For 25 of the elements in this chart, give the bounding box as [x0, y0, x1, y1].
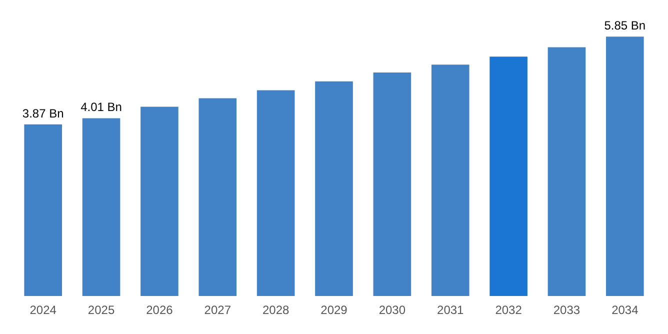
x-tick-label: 2032 — [495, 303, 522, 317]
x-tick-label: 2025 — [88, 303, 115, 317]
bar — [373, 72, 412, 296]
bar — [548, 47, 586, 296]
x-tick-label: 2028 — [262, 303, 290, 317]
x-tick-label: 2034 — [612, 303, 639, 317]
x-tick-label: 2030 — [378, 303, 406, 317]
x-tick-label: 2031 — [437, 303, 464, 317]
x-tick-label: 2029 — [320, 303, 348, 317]
bar — [82, 118, 120, 296]
x-tick-label: 2026 — [146, 303, 174, 317]
bar — [315, 81, 353, 296]
data-label: 3.87 Bn — [22, 106, 64, 120]
bar — [431, 64, 470, 296]
bar — [198, 98, 237, 296]
bar — [606, 36, 644, 296]
x-tick-label: 2033 — [553, 303, 580, 317]
data-label: 4.01 Bn — [80, 100, 122, 114]
data-label: 5.85 Bn — [604, 18, 646, 33]
x-tick-label: 2024 — [30, 303, 57, 317]
bar — [490, 56, 528, 296]
bar — [24, 124, 62, 296]
bar — [256, 90, 295, 296]
bar — [140, 106, 178, 296]
x-tick-label: 2027 — [204, 303, 232, 317]
